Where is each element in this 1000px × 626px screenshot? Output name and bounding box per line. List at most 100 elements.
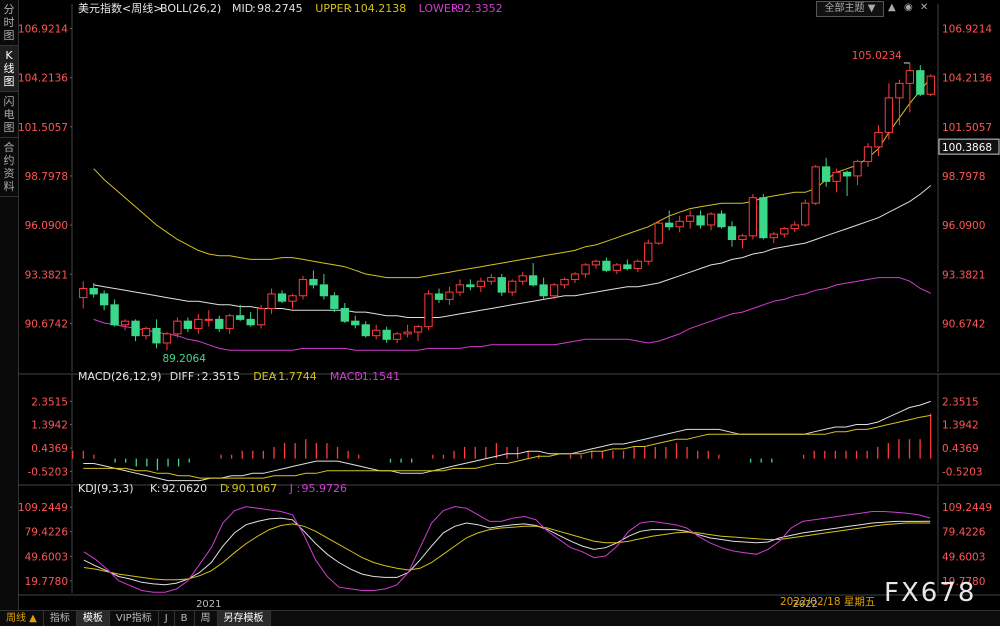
y-tick-right: 90.6742 [942,318,985,330]
candle [131,320,140,337]
indicator-name: K [150,482,158,495]
indicator-value: 95.9726 [302,482,348,495]
y-tick-left: 90.6742 [25,318,68,330]
macd-line-dea [83,414,931,479]
candle [863,146,873,162]
y-tick-left: 109.2449 [18,502,68,514]
indicator-name: UPPER [315,2,351,15]
boll-line-lower [93,277,932,351]
candle [780,228,789,235]
candle [853,160,862,177]
candle [769,233,778,239]
y-tick-right: 104.2136 [942,73,992,85]
candle [612,264,622,271]
candle [79,287,88,299]
candle [727,226,737,240]
candle [874,131,883,148]
bottom-tab-3[interactable]: J [159,611,175,626]
candle [916,70,925,95]
candle [832,171,841,182]
candle [476,280,486,288]
y-tick-left: 98.7978 [25,171,68,183]
left-sidebar: 分时图 K线图 闪电图 合约资料 [0,0,19,610]
candle [633,260,642,270]
indicator-label: KDJ(9,3,3) [78,482,134,495]
candle [424,293,433,328]
low-annotation: 89.2064 [162,353,206,365]
boll-line-mid [93,185,932,318]
candle [445,291,454,300]
sidebar-tab-1[interactable]: K线图 [0,46,18,92]
y-tick-left: 96.0900 [25,220,68,232]
theme-select[interactable]: 全部主题 ▼ [816,1,884,17]
candle [256,307,266,326]
bottom-tab-4[interactable]: B [175,611,195,626]
candle [152,327,161,344]
indicator-value: 1.7744 [278,370,317,383]
y-tick-left: 79.4226 [25,527,69,539]
candle [696,215,705,226]
y-tick-left: 106.9214 [18,24,68,36]
theme-label: 全部主题 [824,3,865,14]
indicator-value: 98.2745 [257,2,303,15]
candle [811,166,820,204]
candle [717,213,726,228]
bottom-tab-6[interactable]: 另存模板 [217,611,271,626]
close-icon[interactable]: ✕ [920,2,929,13]
x-label: 2022 [792,599,817,610]
indicator-name: DIFF [170,370,194,383]
indicator-label: BOLL(26,2) [160,2,221,15]
candle [644,242,653,262]
candle [298,278,308,297]
bottom-tab-1[interactable]: 模板 [76,611,110,626]
target-icon[interactable]: ◉ [904,2,913,13]
sidebar-tab-0[interactable]: 分时图 [0,0,18,46]
y-tick-right: 2.3515 [942,396,979,408]
kdj-line-k [83,517,931,586]
candle [288,295,297,302]
candle [591,260,601,266]
bottom-tab-5[interactable]: 周 [195,611,218,626]
y-tick-left: 0.4369 [31,443,68,455]
y-tick-right: 79.4226 [942,527,986,539]
candle [120,320,130,326]
candle [738,235,747,240]
arrow-up-icon[interactable]: ▲ [888,2,896,13]
candle [675,220,684,228]
indicator-name: LOWER [419,2,459,15]
bottom-tab-0[interactable]: 指标 [44,611,77,626]
y-tick-right: 101.5057 [942,122,992,134]
candle [926,75,935,95]
y-tick-right: 49.6003 [942,551,985,563]
indicator-colon: : [273,370,277,383]
macd-line-diff [83,400,931,482]
candle [309,278,318,286]
indicator-name: J [289,482,293,495]
indicator-value: 90.1067 [232,482,278,495]
candle [183,320,193,329]
sidebar-tab-2[interactable]: 闪电图 [0,92,18,138]
candle [821,166,831,182]
candle [162,333,172,344]
candle [340,307,349,322]
candle [99,293,109,306]
y-tick-left: 1.3942 [31,420,68,432]
bottom-tabbar: 周线 ▲ 指标 模板 VIP指标 J B 周另存模板 [0,610,1000,626]
candle [277,293,287,302]
candle [246,318,255,326]
bottom-tab-2[interactable]: VIP指标 [110,611,159,626]
indicator-colon: : [297,482,301,495]
period-indicator[interactable]: 周线 ▲ [0,611,44,626]
candle [267,293,276,309]
indicator-colon: : [357,370,361,383]
kdj-line-d [83,522,931,581]
candle [236,315,245,320]
candle [497,277,506,293]
indicator-value: 92.3352 [457,2,503,15]
candle [581,264,590,275]
sidebar-tab-3[interactable]: 合约资料 [0,138,18,197]
candle [685,215,695,222]
candle [372,329,381,337]
candle [884,97,894,133]
watermark: FX678 [884,578,977,608]
